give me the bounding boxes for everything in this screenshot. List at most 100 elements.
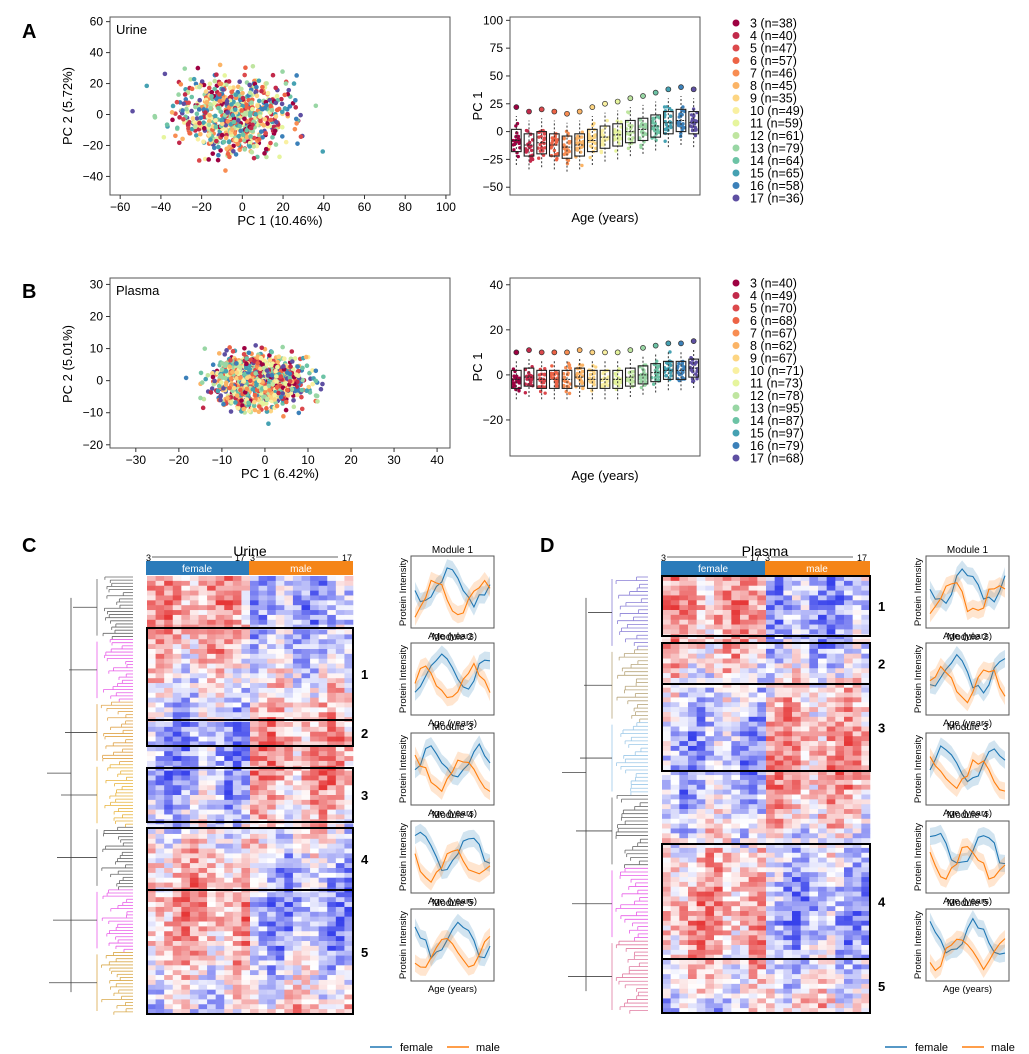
scatter-point	[246, 350, 252, 356]
heatmap-cell	[275, 999, 285, 1005]
heatmap-cell	[292, 692, 302, 698]
heatmap-cell	[344, 926, 354, 932]
heatmap-cell	[284, 707, 294, 713]
heatmap-cell	[147, 994, 156, 1000]
heatmap-cell	[198, 639, 208, 645]
heatmap-cell	[172, 984, 182, 990]
heatmap-cell	[155, 658, 165, 664]
heatmap-cell	[172, 872, 182, 879]
heatmap-cell	[164, 736, 174, 742]
heatmap-cell	[207, 945, 216, 952]
heatmap-cell	[310, 712, 319, 718]
heatmap-cell	[344, 653, 354, 660]
scatter-point	[276, 354, 282, 359]
heatmap-cell	[301, 892, 311, 898]
heatmap-cell	[181, 950, 191, 956]
heatmap-cell	[327, 1004, 337, 1010]
scatter-point	[175, 125, 180, 131]
heatmap-cell	[318, 853, 328, 859]
heatmap-cell	[155, 877, 165, 883]
heatmap-cell	[327, 605, 337, 611]
heatmap-cell	[198, 868, 208, 874]
heatmap-cell	[155, 605, 165, 611]
heatmap-cell	[250, 580, 259, 587]
heatmap-cell	[232, 619, 242, 625]
heatmap-cell	[164, 877, 174, 883]
heatmap-cell	[327, 799, 337, 806]
scatter-point	[279, 109, 285, 115]
heatmap-cell	[232, 663, 242, 669]
heatmap-cell	[335, 804, 345, 810]
scatter-point	[218, 109, 224, 115]
heatmap-cell	[189, 731, 199, 737]
heatmap-cell	[155, 960, 165, 966]
heatmap-cell	[275, 614, 285, 621]
heatmap-cell	[147, 989, 156, 995]
heatmap-cell	[284, 736, 294, 742]
heatmap-cell	[189, 931, 199, 937]
heatmap-cell	[284, 590, 294, 596]
scatter-point	[256, 78, 262, 84]
heatmap-cell	[275, 848, 285, 854]
heatmap-cell	[292, 683, 302, 689]
heatmap-cell	[241, 921, 251, 927]
heatmap-cell	[335, 683, 345, 689]
heatmap-cell	[189, 809, 199, 815]
heatmap-cell	[189, 790, 199, 796]
scatter-point	[256, 409, 262, 415]
heatmap-cell	[250, 936, 259, 942]
heatmap-cell	[172, 600, 182, 606]
heatmap-cell	[207, 668, 216, 674]
heatmap-cell	[258, 707, 268, 713]
scatter-point	[230, 349, 236, 354]
scatter-point	[238, 365, 243, 370]
scatter-point	[265, 121, 270, 126]
heatmap-cell	[258, 697, 268, 703]
heatmap-cell	[258, 882, 268, 888]
heatmap-cell	[215, 916, 225, 922]
heatmap-cell	[250, 644, 259, 650]
scatter-point	[203, 89, 209, 94]
heatmap-cell	[172, 712, 182, 718]
heatmap-cell	[267, 984, 277, 990]
heatmap-cell	[155, 746, 165, 752]
heatmap-cell	[318, 955, 328, 961]
box-point	[601, 142, 605, 146]
heatmap-cell	[284, 814, 294, 820]
heatmap-cell	[198, 585, 208, 591]
heatmap-cell	[215, 955, 225, 961]
heatmap-cell	[189, 1004, 199, 1010]
heatmap-cell	[258, 809, 268, 815]
heatmap-cell	[275, 902, 285, 908]
scatter-point	[270, 382, 275, 387]
heatmap-cell	[258, 653, 268, 660]
scatter-point	[219, 121, 225, 126]
heatmap-cell	[155, 668, 165, 674]
legend-swatch	[732, 194, 740, 202]
heatmap-cell	[284, 692, 294, 698]
legend-swatch	[732, 417, 740, 424]
scatter-point	[248, 110, 253, 116]
heatmap-cell	[301, 585, 311, 591]
heatmap-cell	[172, 707, 182, 713]
heatmap-cell	[301, 600, 311, 606]
heatmap-cell	[335, 712, 345, 718]
box-point	[588, 372, 593, 377]
box-outlier	[627, 95, 634, 102]
x-tick-label: 20	[276, 200, 290, 214]
scatter-point	[283, 407, 289, 413]
heatmap-cell	[250, 687, 259, 694]
scatter-point	[234, 393, 240, 398]
legend-entry: 17 (n=36)	[750, 192, 804, 206]
heatmap-cell	[284, 829, 294, 835]
scatter-point	[242, 116, 247, 122]
heatmap-cell	[318, 697, 328, 703]
heatmap-cell	[147, 795, 156, 801]
heatmap-cell	[232, 678, 242, 684]
heatmap-cell	[147, 897, 156, 903]
heatmap-cell	[310, 838, 319, 844]
scatter-point	[235, 101, 240, 107]
heatmap-cell	[215, 639, 225, 645]
heatmap-cell	[327, 746, 337, 752]
heatmap-cell	[284, 955, 294, 961]
